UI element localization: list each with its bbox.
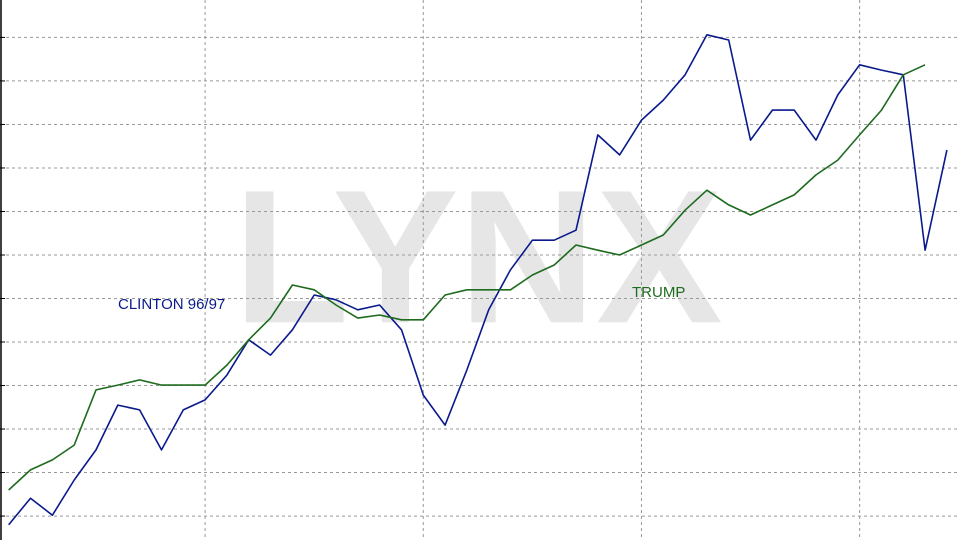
series-label: CLINTON 96/97 [118, 296, 225, 313]
watermark: LYNX [233, 151, 722, 363]
series-line [8, 34, 948, 526]
series-label: TRUMP [632, 284, 685, 301]
series-line [8, 64, 926, 491]
